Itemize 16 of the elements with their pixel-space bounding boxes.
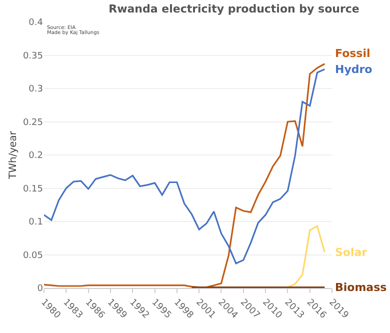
line-series — [286, 225, 326, 288]
y-tick-label: 0.3 — [28, 84, 43, 95]
y-tick-label: 0.05 — [22, 250, 43, 261]
y-tick-label: 0.2 — [28, 151, 43, 162]
series-label: Hydro — [335, 63, 373, 76]
y-axis-title: TWh/year — [8, 130, 19, 180]
chart-title: Rwanda electricity production by source — [108, 2, 360, 16]
series-label: Biomass — [335, 281, 388, 294]
y-tick-label: 0.35 — [22, 51, 43, 62]
y-tick-label: 0 — [37, 284, 44, 294]
y-tick-label: 0.15 — [22, 184, 43, 194]
y-tick-label: 0.25 — [22, 118, 43, 128]
series-label: Fossil — [335, 47, 370, 60]
series-label: Solar — [335, 246, 368, 259]
y-tick-label: 0.4 — [28, 18, 44, 28]
y-tick-label: 0.1 — [28, 218, 43, 228]
